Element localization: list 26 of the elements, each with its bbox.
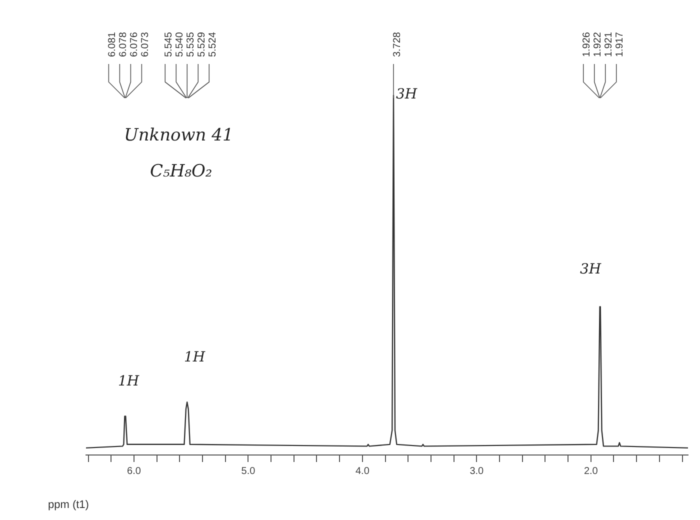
- annotation: 5.540: [174, 32, 186, 58]
- x-tick-label: 4.0: [355, 466, 370, 477]
- x-tick-label: 5.0: [241, 466, 256, 477]
- x-tick-label: 2.0: [584, 466, 598, 477]
- annotation: 1.917: [614, 32, 626, 58]
- annotation: 5.545: [163, 32, 174, 58]
- x-tick-label: 6.0: [127, 466, 142, 477]
- annotation: C₅H₈O₂: [150, 161, 212, 182]
- annotation: 3H: [580, 262, 602, 278]
- annotation: 3.728: [392, 32, 403, 58]
- annotation: 1H: [118, 374, 140, 390]
- annotation: 6.076: [128, 32, 140, 58]
- x-tick-label: 3.0: [470, 466, 484, 477]
- annotation: 6.081: [106, 32, 118, 58]
- annotation: 6.073: [140, 32, 151, 58]
- annotation: 1.926: [582, 32, 593, 58]
- annotation: 1.921: [604, 32, 615, 58]
- annotation: 3H: [396, 86, 418, 103]
- x-axis-title: ppm (t1): [48, 499, 89, 512]
- annotation: 5.535: [185, 32, 196, 58]
- annotation: 1.922: [592, 32, 604, 58]
- annotation: 6.078: [118, 32, 129, 58]
- annotation: 5.524: [207, 32, 218, 58]
- annotation: 5.529: [196, 32, 208, 58]
- annotation: 1H: [184, 350, 206, 366]
- annotation: Unknown 41: [124, 125, 234, 146]
